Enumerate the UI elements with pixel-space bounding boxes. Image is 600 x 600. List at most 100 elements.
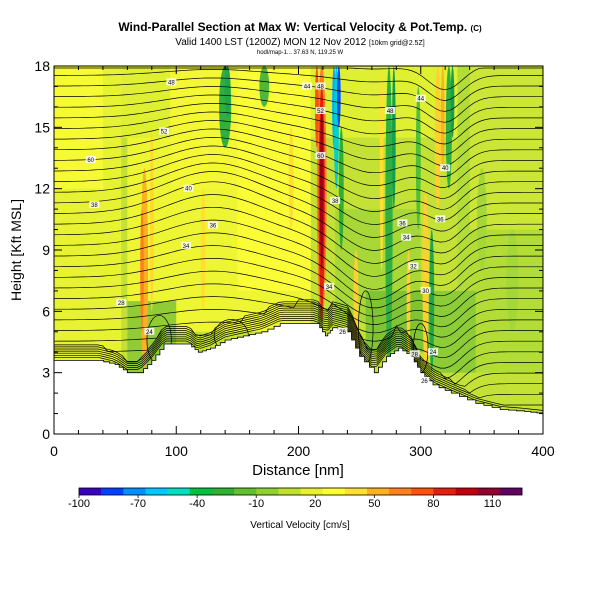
colorbar-swatch: [167, 488, 191, 495]
theta-contour-line: [54, 303, 543, 359]
contour-label-bg: [440, 164, 451, 172]
contour-label: 28: [118, 301, 125, 307]
theta-contour-line: [54, 245, 543, 309]
y-tick-label: 9: [42, 242, 50, 258]
theta-contour-line: [54, 94, 543, 134]
chart-title: Wind-Parallel Section at Max W: Vertical…: [118, 20, 467, 34]
contour-label: 52: [317, 109, 324, 115]
contour-labels: 48 44 48 52 48 44 52 60 60 40 40 38 38 36 36 36 34 34 32 34…: [85, 78, 451, 385]
contour-label: 52: [161, 129, 168, 135]
theta-contour-line: [54, 162, 543, 225]
colorbar-swatch: [411, 488, 434, 495]
colorbar-tick-label: -40: [189, 498, 205, 510]
contour-label-bg: [385, 106, 396, 114]
colorbar-swatch: [389, 488, 412, 495]
svg-text:Wind-Parallel Section at Max W: Wind-Parallel Section at Max W: Vertical…: [118, 20, 482, 34]
colorbar-swatch: [477, 488, 501, 495]
x-tick-label: 200: [287, 443, 311, 459]
field-band: [237, 66, 311, 291]
y-tick-label: 3: [42, 365, 50, 381]
velocity-cell: [406, 250, 411, 353]
contour-label-bg: [144, 327, 155, 335]
velocity-field: [54, 66, 543, 434]
theta-contour-line: [54, 320, 543, 411]
theta-contour-line: [54, 311, 543, 387]
contour-label-bg: [419, 376, 430, 384]
velocity-cell: [319, 106, 324, 271]
contour-label: 36: [399, 221, 406, 227]
terrain-profile: [53, 323, 544, 435]
contour-label: 36: [437, 217, 444, 223]
field-band: [54, 66, 103, 189]
contour-label-bg: [397, 219, 408, 227]
theta-contour-line: [54, 103, 543, 145]
velocity-cell: [149, 127, 154, 312]
contour-label-bg: [435, 215, 446, 223]
contour-label-bg: [315, 151, 326, 159]
y-tick-label: 6: [42, 303, 50, 319]
colorbar-tick-label: 50: [368, 498, 380, 510]
y-tick-label: 12: [34, 181, 50, 197]
colorbar: -100 -70 -40 -10 20 50 80 110: [68, 487, 523, 510]
contour-label-bg: [315, 82, 326, 90]
theta-contour-line: [54, 77, 543, 112]
velocity-cell: [476, 168, 487, 271]
contour-label-bg: [420, 286, 431, 294]
colorbar-swatch: [322, 488, 346, 495]
theta-contour-line: [54, 316, 543, 399]
contour-label: 32: [410, 264, 417, 270]
contour-label: 40: [185, 187, 192, 193]
velocity-cell: [337, 66, 341, 128]
colorbar-swatch: [189, 488, 213, 495]
x-tick-label: 400: [531, 443, 555, 459]
chart-subtitle-note: [10km grid@2.5Z]: [369, 40, 425, 47]
colorbar-swatch: [145, 488, 168, 495]
contour-label-bg: [159, 127, 170, 135]
velocity-cell: [259, 66, 270, 107]
colorbar-tick-label: 80: [427, 498, 439, 510]
contour-label: 26: [339, 330, 346, 336]
theta-contour-line: [54, 313, 543, 394]
colorbar-swatch: [278, 488, 301, 495]
theta-contour-line: [54, 128, 543, 177]
y-axis-label: Height [Kft MSL]: [8, 199, 24, 301]
chart-title-mark: (C): [471, 24, 482, 33]
theta-contour-line: [54, 270, 543, 325]
contour-label: 34: [326, 285, 333, 291]
colorbar-swatch: [499, 488, 523, 495]
colorbar-tick-label: -70: [130, 498, 146, 510]
theta-contour-line: [54, 171, 543, 238]
theta-contour-line: [54, 283, 543, 334]
contour-label-bg: [181, 241, 192, 249]
colorbar-tick-label: -100: [68, 498, 90, 510]
theta-contour-line: [54, 194, 543, 264]
contour-label-bg: [315, 106, 326, 114]
colorbar-swatch: [211, 488, 235, 495]
theta-contour-line: [54, 137, 543, 188]
contour-label-bg: [166, 78, 177, 86]
x-tick-label: 0: [50, 443, 58, 459]
contour-label: 38: [91, 203, 98, 209]
contour-label-bg: [401, 233, 412, 241]
velocity-cell: [429, 229, 435, 373]
colorbar-tick-label: 110: [484, 498, 502, 510]
colorbar-swatch: [101, 488, 124, 495]
colorbar-frame: [78, 487, 523, 496]
x-tick-label: 100: [165, 443, 189, 459]
theta-contour-line: [54, 232, 543, 300]
velocity-cell: [385, 66, 393, 373]
contour-label: 40: [442, 166, 449, 172]
theta-contour-line: [54, 206, 543, 277]
contour-label: 34: [403, 236, 410, 242]
y-tick-label: 15: [34, 119, 50, 135]
contour-label-bg: [116, 299, 127, 307]
y-tick-label: 0: [42, 426, 50, 442]
velocity-cell: [440, 66, 445, 169]
velocity-cell: [200, 188, 206, 312]
velocity-cell: [450, 66, 455, 138]
theta-contour-line: [54, 301, 543, 350]
colorbar-swatch: [455, 488, 478, 495]
contour-label: 48: [317, 84, 324, 90]
contour-label-bg: [408, 262, 419, 270]
